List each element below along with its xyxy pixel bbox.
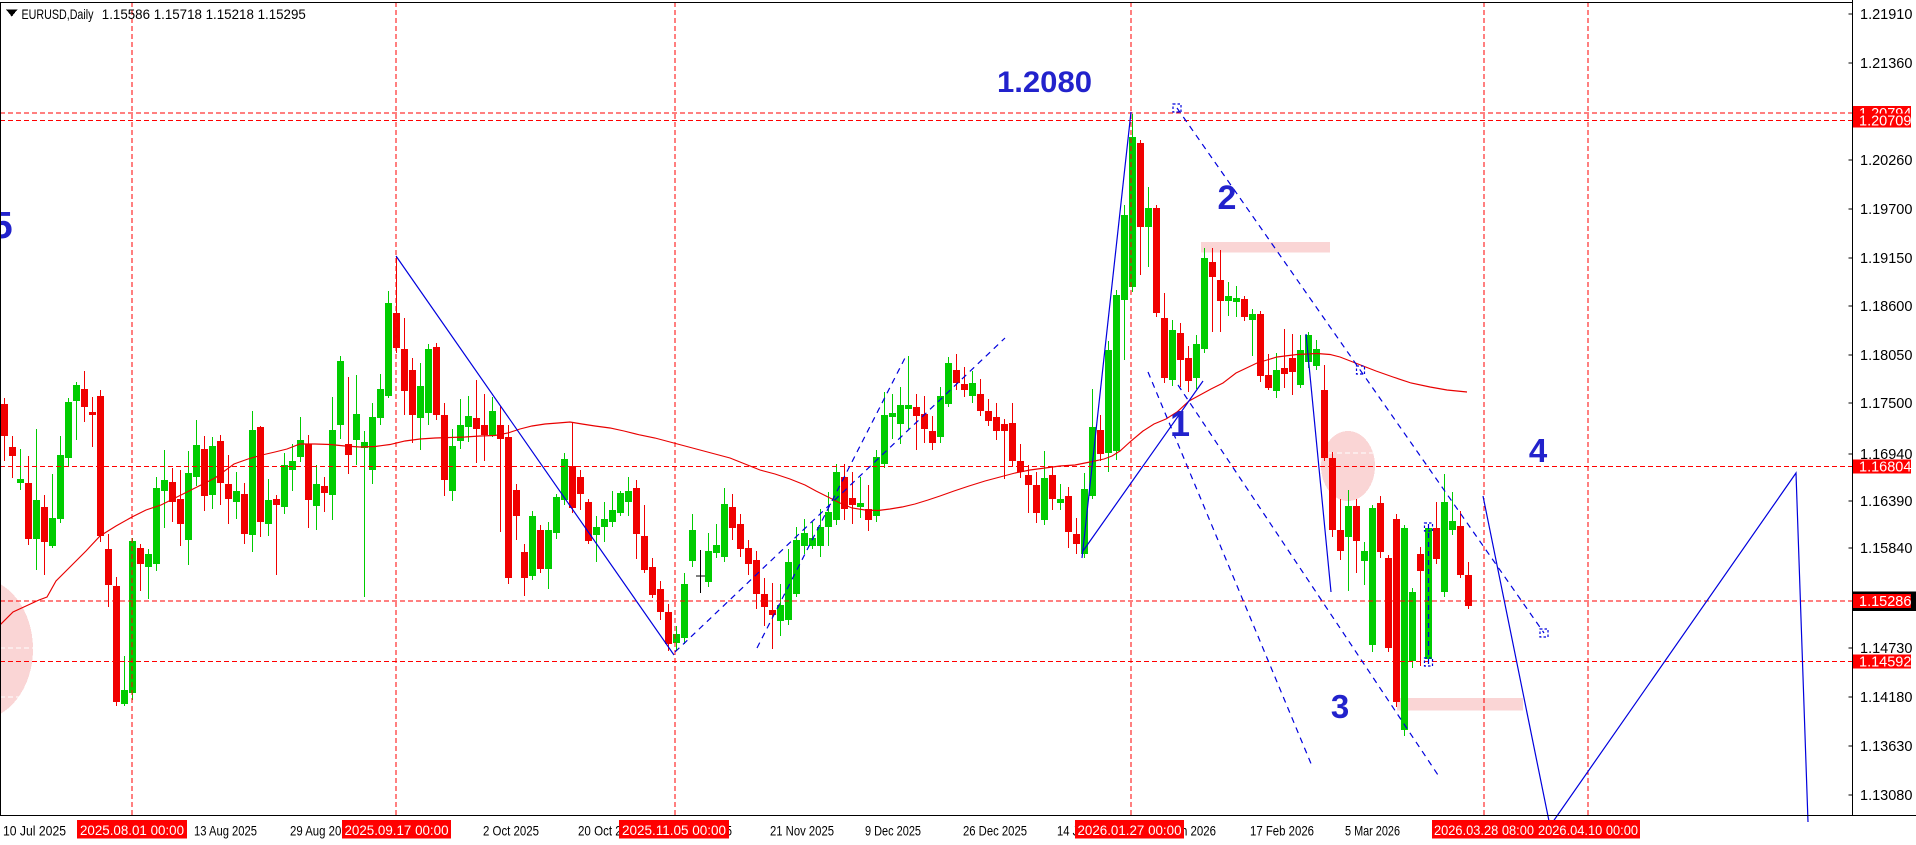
svg-text:5 Mar 2026: 5 Mar 2026 bbox=[1345, 823, 1400, 839]
svg-text:1.14180: 1.14180 bbox=[1860, 690, 1912, 706]
svg-text:2025.08.01 00:00: 2025.08.01 00:00 bbox=[80, 822, 184, 838]
svg-text:1.19700: 1.19700 bbox=[1860, 202, 1912, 218]
svg-text:1.18600: 1.18600 bbox=[1860, 299, 1912, 315]
svg-text:10 Jul 2025: 10 Jul 2025 bbox=[3, 823, 66, 839]
svg-text:2: 2 bbox=[1218, 179, 1237, 217]
svg-text:1.14592: 1.14592 bbox=[1859, 655, 1911, 671]
svg-text:21 Nov 2025: 21 Nov 2025 bbox=[770, 823, 834, 839]
svg-text:1.16804: 1.16804 bbox=[1859, 460, 1911, 476]
svg-text:1.13080: 1.13080 bbox=[1860, 788, 1912, 804]
svg-text:1.20260: 1.20260 bbox=[1860, 153, 1912, 169]
svg-text:1.20709: 1.20709 bbox=[1859, 114, 1911, 130]
svg-text:2026.04.10 00:00: 2026.04.10 00:00 bbox=[1538, 822, 1638, 838]
svg-text:1.13630: 1.13630 bbox=[1860, 739, 1912, 755]
svg-text:13 Aug 2025: 13 Aug 2025 bbox=[194, 823, 257, 839]
svg-text:4: 4 bbox=[1529, 432, 1548, 469]
svg-text:1.16390: 1.16390 bbox=[1860, 494, 1912, 510]
svg-text:1.17500: 1.17500 bbox=[1860, 396, 1912, 412]
svg-text:1: 1 bbox=[1170, 403, 1190, 444]
svg-text:1.19150: 1.19150 bbox=[1860, 251, 1912, 267]
svg-text:1.15586 1.15718 1.15218 1.1529: 1.15586 1.15718 1.15218 1.15295 bbox=[102, 6, 306, 22]
svg-text:2 Oct 2025: 2 Oct 2025 bbox=[483, 823, 539, 839]
svg-text:1.21360: 1.21360 bbox=[1860, 56, 1912, 72]
svg-text:3: 3 bbox=[1331, 688, 1349, 725]
svg-text:26 Dec 2025: 26 Dec 2025 bbox=[963, 823, 1027, 839]
svg-text:EURUSD,Daily: EURUSD,Daily bbox=[22, 6, 94, 22]
svg-text:1.2080: 1.2080 bbox=[997, 66, 1092, 99]
svg-text:1.15840: 1.15840 bbox=[1860, 541, 1912, 557]
svg-text:9 Dec 2025: 9 Dec 2025 bbox=[865, 823, 921, 839]
svg-text:2025.11.05 00:00: 2025.11.05 00:00 bbox=[622, 822, 726, 838]
svg-text:1.18050: 1.18050 bbox=[1860, 348, 1912, 364]
svg-text:2025.09.17 00:00: 2025.09.17 00:00 bbox=[345, 822, 449, 838]
svg-text:2026.03.28 08:00: 2026.03.28 08:00 bbox=[1434, 822, 1534, 838]
svg-text:17 Feb 2026: 17 Feb 2026 bbox=[1250, 823, 1314, 839]
svg-text:2026.01.27 00:00: 2026.01.27 00:00 bbox=[1078, 822, 1182, 838]
svg-text:1.15286: 1.15286 bbox=[1859, 594, 1911, 610]
svg-text:1.21910: 1.21910 bbox=[1860, 7, 1912, 23]
svg-text:5: 5 bbox=[0, 205, 13, 247]
